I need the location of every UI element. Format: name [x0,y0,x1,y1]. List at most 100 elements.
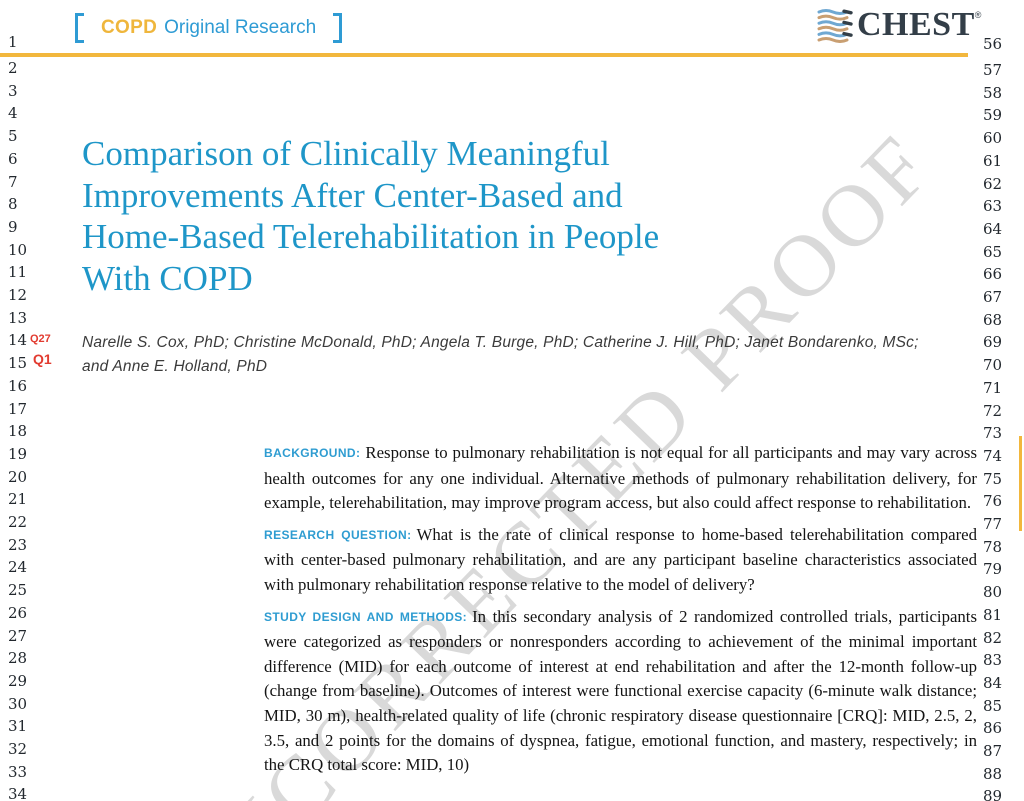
line-number: 75 [983,469,1003,488]
line-number: 6 [8,149,18,168]
line-number: 33 [8,762,28,781]
abstract-text-study-design: In this secondary analysis of 2 randomiz… [264,606,977,775]
line-number: 63 [983,197,1003,216]
line-number: 84 [983,673,1003,692]
line-number: 22 [8,513,28,531]
line-number: 87 [983,742,1003,760]
brand-wordmark: CHEST [857,6,975,43]
line-number: 30 [8,694,28,713]
line-number: 77 [983,515,1003,533]
article-title: Comparison of Clinically Meaningful Impr… [82,133,659,299]
line-number: 18 [8,422,28,441]
line-number: 76 [983,492,1003,511]
line-number: 13 [8,308,28,327]
title-line-3: Home-Based Telerehabilitation in People [82,217,660,256]
line-number: 82 [983,628,1003,647]
category-type-label: Original Research [164,17,317,38]
line-number: 2 [8,59,18,77]
registered-mark: ® [974,10,982,20]
line-number: 15 [8,354,28,373]
authors-line-2: and Anne E. Holland, PhD [82,358,268,375]
line-number: 66 [983,265,1003,284]
line-number: 14 [8,331,28,350]
line-number: 8 [8,195,18,214]
title-line-4: With COPD [82,258,253,298]
line-number: 1 [8,33,18,51]
authors-line-1: Narelle S. Cox, PhD; Christine McDonald,… [82,334,919,351]
line-number: 19 [8,444,28,463]
line-number: 34 [8,785,28,801]
line-number: 62 [983,174,1003,193]
line-number: 16 [8,376,28,395]
line-number: 61 [983,151,1003,170]
line-number: 89 [983,787,1003,801]
line-number: 65 [983,242,1003,261]
article-category-tag: COPD Original Research [75,11,343,45]
line-number: 29 [8,671,28,690]
line-number: 11 [8,263,28,282]
line-number: 26 [8,603,28,622]
line-number: 60 [983,129,1003,148]
abstract-text-research-question: What is the rate of clinical response to… [264,524,978,594]
left-bracket-icon [75,13,84,43]
line-number: 9 [8,217,18,236]
line-number: 72 [983,401,1003,420]
line-number: 20 [8,467,28,486]
line-number: 88 [983,764,1003,783]
line-number: 23 [8,535,28,554]
line-number: 83 [983,651,1003,670]
line-number: 57 [983,61,1003,79]
line-number: 80 [983,583,1003,602]
proof-query-q1: Q1 [33,351,52,367]
line-number: 4 [8,104,18,123]
right-bracket-icon [333,13,343,43]
line-number: 27 [8,626,28,645]
line-number: 78 [983,537,1003,556]
abstract-label-research-question: RESEARCH QUESTION: [264,527,412,542]
abstract-section-background: BACKGROUND: Response to pulmonary rehabil… [264,441,977,516]
line-number: 79 [983,560,1003,579]
header-rule [0,53,968,57]
line-number: 81 [983,605,1003,624]
line-number: 12 [8,286,28,304]
line-number: 25 [8,581,28,600]
proof-query-q27: Q27 [30,333,51,345]
line-number: 68 [983,310,1003,329]
author-byline: Narelle S. Cox, PhD; Christine McDonald,… [82,331,919,379]
line-number: 64 [983,219,1003,238]
category-label: COPD [101,17,158,38]
line-number: 67 [983,288,1003,306]
title-line-1: Comparison of Clinically Meaningful [82,134,610,173]
line-number: 69 [983,333,1003,352]
abstract-label-study-design: STUDY DESIGN AND METHODS: [264,609,468,624]
abstract-label-background: BACKGROUND: [264,446,361,460]
line-number: 56 [983,35,1003,53]
abstract-section-research-question: RESEARCH QUESTION: What is the rate of cl… [264,523,977,598]
line-number: 31 [8,717,28,736]
chest-logo-waves-icon [817,9,853,43]
abstract-text-background: Response to pulmonary rehabilitation is … [264,443,977,513]
chest-journal-logo: CHEST ® [817,7,981,43]
line-number: 59 [983,106,1003,125]
line-number: 5 [8,127,18,146]
line-number: 71 [983,378,1003,397]
title-line-2: Improvements After Center-Based and [82,175,623,215]
abstract-block: BACKGROUND: Response to pulmonary rehabil… [264,441,977,785]
line-number: 3 [8,81,18,100]
line-number: 73 [983,424,1003,443]
abstract-section-study-design: STUDY DESIGN AND METHODS: In this seconda… [264,605,977,778]
line-number: 7 [8,172,18,191]
line-number: 28 [8,649,28,668]
margin-change-bar [1019,436,1022,531]
line-number: 58 [983,83,1003,102]
line-number: 32 [8,740,28,758]
line-number: 85 [983,696,1003,715]
line-number: 10 [8,240,28,259]
line-number: 74 [983,446,1003,465]
line-number: 17 [8,399,28,418]
line-number: 70 [983,356,1003,375]
line-number: 21 [8,490,28,509]
line-number: 24 [8,558,28,577]
line-number: 86 [983,719,1003,738]
